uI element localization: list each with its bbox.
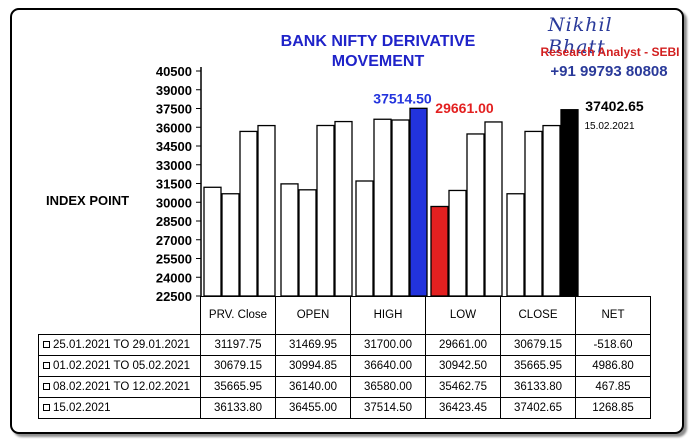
table-cell: 35462.75 xyxy=(425,376,501,398)
table-cell: 36640.00 xyxy=(350,355,426,377)
y-tick-label: 39000 xyxy=(156,83,192,98)
table-header-net: NET xyxy=(575,296,651,335)
bar xyxy=(506,193,525,297)
bar xyxy=(257,124,276,297)
table-row: 25.01.2021 TO 29.01.2021 31197.75 31469.… xyxy=(38,334,651,356)
table-row: 15.02.2021 36133.80 36455.00 37514.50 36… xyxy=(38,397,651,419)
table-cell: 37514.50 xyxy=(350,397,426,419)
bar xyxy=(221,193,240,297)
bar xyxy=(542,124,561,297)
y-tick-label: 40500 xyxy=(156,64,192,79)
row-label: 01.02.2021 TO 05.02.2021 xyxy=(38,355,201,377)
data-label: 37514.50 xyxy=(373,90,432,106)
bar xyxy=(334,120,353,297)
bar xyxy=(203,186,222,297)
brand-role: Research Analyst - SEBI xyxy=(540,45,680,59)
legend-square-icon xyxy=(43,362,50,369)
table-cell: 35665.95 xyxy=(500,355,576,377)
y-tick-label: 34500 xyxy=(156,139,192,154)
table-header-high: HIGH xyxy=(350,296,426,335)
y-tick-label: 36000 xyxy=(156,120,192,135)
bar xyxy=(298,189,317,297)
row-label-text: 01.02.2021 TO 05.02.2021 xyxy=(53,360,191,372)
y-tick-label: 33000 xyxy=(156,158,192,173)
bar xyxy=(466,133,485,297)
y-tick-label: 22500 xyxy=(156,289,192,304)
table-cell: 36140.00 xyxy=(275,376,351,398)
bar xyxy=(409,107,428,297)
data-label: 29661.00 xyxy=(435,100,494,116)
y-tick-label: 31500 xyxy=(156,177,192,192)
table-header-prv-close: PRV. Close xyxy=(200,296,276,335)
table-header-close: CLOSE xyxy=(500,296,576,335)
data-table: PRV. Close OPEN HIGH LOW CLOSE NET 25.01… xyxy=(38,296,651,419)
legend-square-icon xyxy=(43,383,50,390)
table-cell: 36423.45 xyxy=(425,397,501,419)
table-cell: 36133.80 xyxy=(500,376,576,398)
chart-title: BANK NIFTY DERIVATIVE MOVEMENT xyxy=(280,33,476,70)
bar xyxy=(355,180,374,297)
table-corner xyxy=(39,297,201,335)
brand-phone: +91 99793 80808 xyxy=(550,63,668,80)
bar xyxy=(373,118,392,297)
legend-square-icon xyxy=(43,404,50,411)
table-cell: 1268.85 xyxy=(575,397,651,419)
bar xyxy=(239,130,258,297)
y-tick-label: 27000 xyxy=(156,233,192,248)
y-tick-label: 30000 xyxy=(156,195,192,210)
bar xyxy=(430,205,449,297)
table-cell: 36455.00 xyxy=(275,397,351,419)
table-cell: 35665.95 xyxy=(200,376,276,398)
y-tick-label: 24000 xyxy=(156,270,192,285)
table-cell: 30994.85 xyxy=(275,355,351,377)
table-cell: -518.60 xyxy=(575,334,651,356)
row-label-text: 08.02.2021 TO 12.02.2021 xyxy=(53,381,191,393)
y-tick-label: 25500 xyxy=(156,252,192,267)
table-cell: 4986.80 xyxy=(575,355,651,377)
table-header-low: LOW xyxy=(425,296,501,335)
row-label: 08.02.2021 TO 12.02.2021 xyxy=(38,376,201,398)
table-cell: 30679.15 xyxy=(200,355,276,377)
data-label: 15.02.2021 xyxy=(584,121,634,132)
table-cell: 30942.50 xyxy=(425,355,501,377)
row-label: 15.02.2021 xyxy=(38,397,201,419)
table-cell: 31700.00 xyxy=(350,334,426,356)
brand-name: Nikhil Bhatt xyxy=(548,14,613,58)
row-label-text: 15.02.2021 xyxy=(53,402,111,414)
bar xyxy=(484,121,503,297)
table-header-row: PRV. Close OPEN HIGH LOW CLOSE NET xyxy=(39,296,651,335)
data-label: 37402.65 xyxy=(585,98,644,114)
bar xyxy=(391,119,410,297)
row-label: 25.01.2021 TO 29.01.2021 xyxy=(38,334,201,356)
table-header-open: OPEN xyxy=(275,296,351,335)
y-axis-label: INDEX POINT xyxy=(46,193,130,208)
bar xyxy=(524,130,543,297)
y-tick-label: 28500 xyxy=(156,214,192,229)
table-row: 08.02.2021 TO 12.02.2021 35665.95 36140.… xyxy=(38,376,651,398)
table-cell: 36133.80 xyxy=(200,397,276,419)
table-cell: 467.85 xyxy=(575,376,651,398)
table-cell: 31197.75 xyxy=(200,334,276,356)
row-label-text: 25.01.2021 TO 29.01.2021 xyxy=(53,339,191,351)
table-cell: 30679.15 xyxy=(500,334,576,356)
table-cell: 31469.95 xyxy=(275,334,351,356)
table-cell: 36580.00 xyxy=(350,376,426,398)
bar xyxy=(280,183,299,297)
table-cell: 29661.00 xyxy=(425,334,501,356)
table-cell: 37402.65 xyxy=(500,397,576,419)
table-row: 01.02.2021 TO 05.02.2021 30679.15 30994.… xyxy=(38,355,651,377)
bar xyxy=(560,109,579,297)
legend-square-icon xyxy=(43,341,50,348)
y-tick-label: 37500 xyxy=(156,102,192,117)
bar xyxy=(316,124,335,297)
bar xyxy=(448,189,467,297)
